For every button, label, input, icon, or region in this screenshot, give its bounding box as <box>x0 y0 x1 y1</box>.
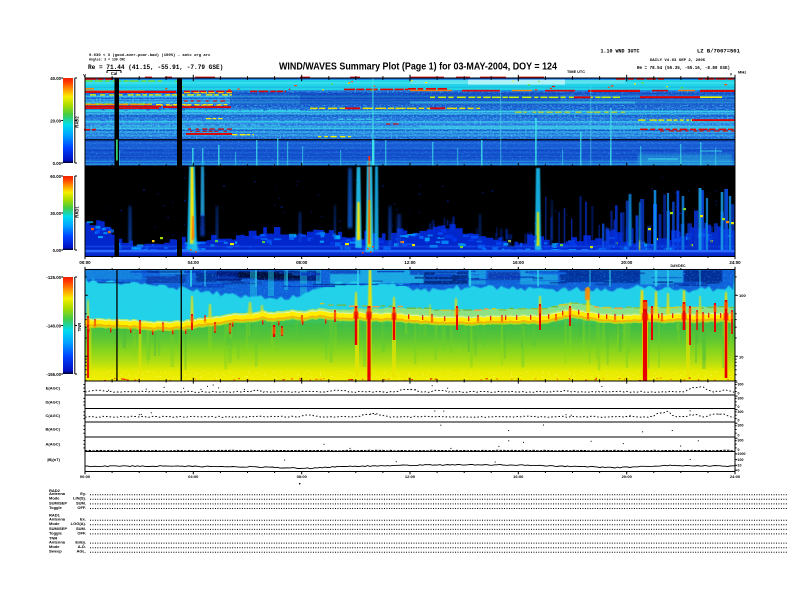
svg-text:Re = 71.44 (41.15, -55.91, -7: Re = 71.44 (41.15, -55.91, -7.79 GSE) <box>88 64 223 71</box>
svg-text:WIND/WAVES Summary Plot (Page: WIND/WAVES Summary Plot (Page 1) for 03-… <box>279 62 557 73</box>
svg-text:300: 300 <box>738 383 744 387</box>
svg-text:E(AGC): E(AGC) <box>46 386 61 391</box>
svg-text:300: 300 <box>738 439 744 443</box>
svg-text:04:00: 04:00 <box>188 474 199 479</box>
svg-text:RAD1: RAD1 <box>75 206 80 218</box>
svg-text:RAD2: RAD2 <box>49 488 61 493</box>
svg-text:Mode: Mode <box>49 496 60 501</box>
svg-text:00:00: 00:00 <box>79 260 91 265</box>
svg-text:0: 0 <box>738 405 740 409</box>
svg-text:TNR: TNR <box>49 535 57 540</box>
svg-text:TNR: TNR <box>77 323 82 332</box>
svg-text:20:00: 20:00 <box>622 474 633 479</box>
svg-text:LZ B/7007=501: LZ B/7007=501 <box>697 48 741 55</box>
svg-text:DAILY V4.03 SEP 2, 2005: DAILY V4.03 SEP 2, 2005 <box>650 59 706 63</box>
svg-text:SUM.: SUM. <box>76 526 86 531</box>
svg-text:10: 10 <box>739 354 744 359</box>
svg-text:30.00: 30.00 <box>50 211 61 216</box>
svg-text:Mode: Mode <box>49 521 60 526</box>
svg-text:12:00: 12:00 <box>404 260 416 265</box>
svg-text:60.00: 60.00 <box>50 174 61 179</box>
svg-text:00:00: 00:00 <box>80 474 91 479</box>
svg-text:SUM.: SUM. <box>76 500 86 505</box>
svg-text:Ex.: Ex. <box>80 517 86 522</box>
svg-text:LIN(S).: LIN(S). <box>73 496 86 501</box>
svg-text:Toggle: Toggle <box>49 505 63 510</box>
svg-text:Angles: 3 = 130 CKC: Angles: 3 = 130 CKC <box>89 57 125 61</box>
svg-text:Ey.: Ey. <box>80 491 86 496</box>
svg-text:Cal: Cal <box>111 71 118 76</box>
svg-text:300: 300 <box>738 410 744 414</box>
svg-text:Antenna: Antenna <box>49 540 66 545</box>
svg-text:Toggle: Toggle <box>49 530 63 535</box>
svg-text:RAD1: RAD1 <box>49 512 61 517</box>
svg-text:Antenna: Antenna <box>49 517 66 522</box>
svg-text:100: 100 <box>738 458 744 462</box>
svg-text:100: 100 <box>739 293 746 298</box>
svg-text:24:00: 24:00 <box>729 260 741 265</box>
svg-text:A-D.: A-D. <box>78 544 86 549</box>
svg-text:-155.00: -155.00 <box>46 372 61 377</box>
svg-text:-125.00: -125.00 <box>46 275 61 280</box>
svg-text:C(AGC): C(AGC) <box>46 413 61 418</box>
svg-text:DAY/DEC: DAY/DEC <box>671 264 686 268</box>
svg-text:300: 300 <box>738 397 744 401</box>
svg-text:MHz: MHz <box>738 70 746 75</box>
svg-text:A(AGC): A(AGC) <box>46 442 61 447</box>
svg-text:1.10 WND 3UTC: 1.10 WND 3UTC <box>601 49 640 55</box>
svg-text:10: 10 <box>738 464 742 468</box>
svg-text:SUM/SEP: SUM/SEP <box>49 500 67 505</box>
svg-text:ExEy.: ExEy. <box>75 540 86 545</box>
svg-text:0: 0 <box>738 469 740 473</box>
svg-text:300: 300 <box>738 424 744 428</box>
svg-text:12:00: 12:00 <box>405 474 416 479</box>
svg-text:16:00: 16:00 <box>513 260 525 265</box>
svg-text:TIME UTC: TIME UTC <box>567 70 585 74</box>
svg-text:SUM/SEP: SUM/SEP <box>49 526 67 531</box>
svg-text:0: 0 <box>738 418 740 422</box>
svg-text:0.030 < 3 (good-aver-poor-bad): 0.030 < 3 (good-aver-poor-bad) (100%) - … <box>89 53 211 58</box>
svg-text:V: V <box>730 73 733 77</box>
svg-text:B(AGC): B(AGC) <box>46 427 61 432</box>
svg-text:Mode: Mode <box>49 544 60 549</box>
svg-text:0: 0 <box>738 448 740 452</box>
svg-text:AGL.: AGL. <box>76 549 86 554</box>
svg-text:08:00: 08:00 <box>296 260 308 265</box>
svg-text:24:00: 24:00 <box>730 474 741 479</box>
svg-text:16:00: 16:00 <box>513 474 524 479</box>
svg-text:D(AGC): D(AGC) <box>46 400 61 405</box>
svg-text:RAD2: RAD2 <box>75 116 80 128</box>
svg-text:0: 0 <box>738 433 740 437</box>
svg-text:Sweep: Sweep <box>49 549 62 554</box>
svg-text:-140.00: -140.00 <box>46 323 61 328</box>
svg-text:0.00: 0.00 <box>53 248 62 253</box>
svg-text:40.00: 40.00 <box>50 76 61 81</box>
svg-text:08:00: 08:00 <box>297 474 308 479</box>
svg-text:Re = 78.54 (55.35, -55.16, -8: Re = 78.54 (55.35, -55.16, -8.80 GSE) <box>637 66 730 71</box>
svg-text:V: V <box>83 73 86 78</box>
svg-text:20.00: 20.00 <box>50 118 61 123</box>
svg-text:1000: 1000 <box>738 452 746 456</box>
svg-text:04:00: 04:00 <box>188 260 200 265</box>
svg-text:0: 0 <box>738 391 740 395</box>
svg-text:0.00: 0.00 <box>53 161 62 166</box>
svg-text:|B|(nT): |B|(nT) <box>47 457 60 462</box>
svg-text:LOG(A).: LOG(A). <box>71 521 86 526</box>
svg-text:OFF.: OFF. <box>77 505 86 510</box>
svg-text:OFF.: OFF. <box>77 530 86 535</box>
svg-text:20:00: 20:00 <box>621 260 633 265</box>
svg-text:Antenna: Antenna <box>49 491 66 496</box>
